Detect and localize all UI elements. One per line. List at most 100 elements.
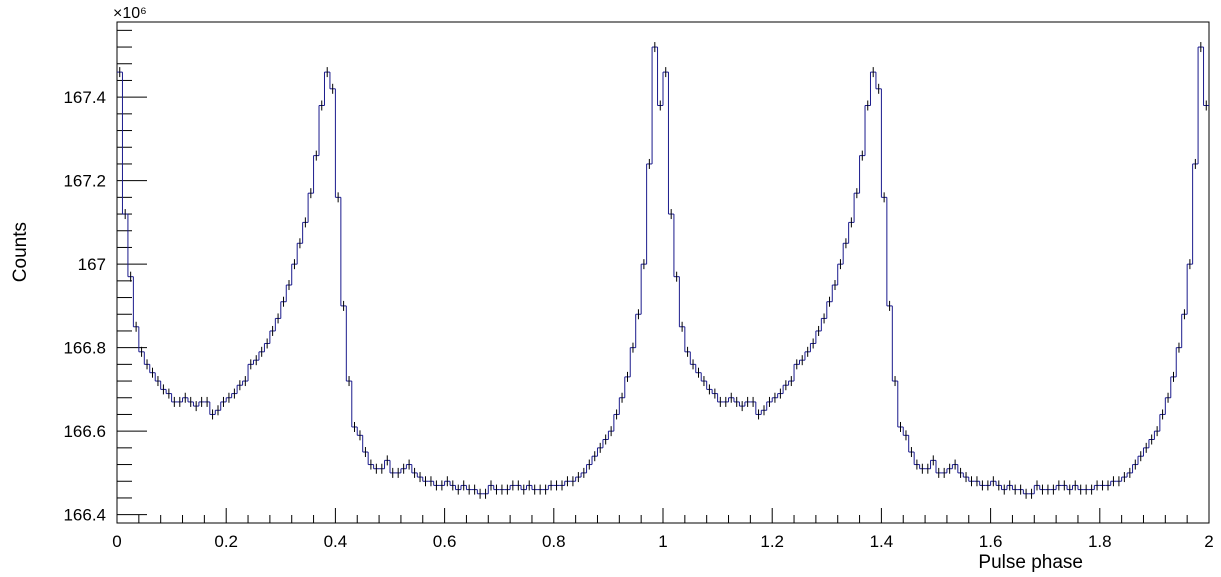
histogram-bin <box>1083 484 1089 495</box>
histogram-bin <box>586 459 593 473</box>
histogram-bin <box>667 72 674 220</box>
histogram-bin <box>231 388 238 399</box>
histogram-bin <box>591 451 598 465</box>
histogram-bin <box>274 313 281 331</box>
histogram-bin <box>285 280 292 302</box>
histogram-bin <box>160 381 167 395</box>
histogram-bin <box>842 238 849 265</box>
histogram-bin <box>744 396 751 407</box>
histogram-bin <box>618 392 625 415</box>
histogram-bin <box>957 464 964 478</box>
x-tick-label: 1.2 <box>760 532 784 551</box>
histogram-bin <box>596 442 603 457</box>
histogram-bin <box>471 484 478 495</box>
histogram-bin <box>662 67 669 106</box>
histogram-bin <box>482 488 489 499</box>
histogram-bin <box>1011 484 1018 495</box>
histogram-bin <box>334 88 341 203</box>
histogram-bin <box>1028 488 1035 499</box>
histogram-bin <box>733 396 740 407</box>
histogram-bins <box>117 42 1209 499</box>
histogram-bin <box>395 467 401 478</box>
y-tick-label: 166.6 <box>63 422 106 441</box>
histogram-bin <box>253 355 259 366</box>
histogram-bin <box>302 217 309 244</box>
histogram-bin <box>1105 480 1111 491</box>
histogram-bin <box>848 217 855 244</box>
histogram-bin <box>580 467 587 478</box>
histogram-bin <box>891 305 898 387</box>
histogram-bin <box>553 480 560 491</box>
histogram-bin <box>236 380 243 394</box>
histogram-bin <box>629 342 636 377</box>
y-tick-label: 167 <box>78 255 106 274</box>
histogram-bin <box>815 325 822 344</box>
histogram-bin <box>640 259 647 315</box>
histogram-bin <box>777 388 784 399</box>
histogram-bin <box>177 396 183 407</box>
histogram-bin <box>263 338 270 352</box>
histogram-bin <box>242 376 249 387</box>
histogram-bin <box>449 480 456 491</box>
histogram-bin <box>1203 47 1209 111</box>
histogram-bin <box>143 351 150 370</box>
x-tick-label: 0.8 <box>542 532 566 551</box>
histogram-bin <box>1033 480 1040 494</box>
histogram-bin <box>422 476 429 487</box>
histogram-bin <box>657 47 663 111</box>
histogram-bin <box>760 405 767 416</box>
histogram-bin <box>875 72 882 94</box>
histogram-bin <box>935 460 942 478</box>
histogram-bin <box>509 480 516 491</box>
histogram-bin <box>602 434 609 448</box>
histogram-bin <box>465 484 472 495</box>
histogram-bin <box>171 393 178 407</box>
histogram-bin <box>575 472 582 483</box>
histogram-bin <box>886 197 893 311</box>
y-tick-label: 166.8 <box>63 339 106 358</box>
histogram-bin <box>132 276 139 332</box>
histogram-bin <box>853 188 860 223</box>
histogram-bin <box>204 396 210 407</box>
histogram-bin <box>198 396 205 407</box>
histogram-bin <box>214 405 221 416</box>
histogram-bin <box>974 476 980 487</box>
histogram-bin <box>700 372 707 387</box>
x-axis-label: Pulse phase <box>978 552 1083 573</box>
histogram-bin <box>411 464 418 478</box>
histogram-bin <box>919 463 926 474</box>
histogram-bin <box>165 388 172 399</box>
x-tick-label: 1 <box>658 532 667 551</box>
histogram-bin <box>1039 484 1046 495</box>
histogram-bin <box>651 42 658 164</box>
histogram-bin <box>673 214 680 282</box>
histogram-bin <box>428 476 434 487</box>
histogram-bin <box>307 188 314 223</box>
histogram-bin <box>1186 259 1193 315</box>
histogram-bin <box>362 435 369 458</box>
histogram-bin <box>820 313 827 331</box>
histogram-bin <box>711 388 718 399</box>
histogram-bin <box>373 463 380 474</box>
histogram-bin <box>455 484 461 495</box>
histogram-bin <box>750 396 756 407</box>
histogram-bin <box>526 480 532 491</box>
histogram-bin <box>1175 342 1182 377</box>
histogram-bin <box>1116 476 1122 487</box>
histogram-bin <box>247 359 254 382</box>
histogram-bin <box>771 392 778 403</box>
histogram-bin <box>962 472 969 483</box>
histogram-bin <box>925 463 931 474</box>
histogram-bin <box>831 280 838 302</box>
histogram-bin <box>913 452 920 470</box>
histogram-bin <box>1099 480 1106 491</box>
histogram-bin <box>1142 442 1149 457</box>
histogram-bin <box>1153 426 1160 440</box>
histogram-bin <box>400 463 407 474</box>
histogram-bin <box>1110 476 1117 487</box>
histogram-bin <box>859 150 866 194</box>
histogram-bin <box>384 455 390 469</box>
histogram-bin <box>329 72 336 94</box>
histogram-bin <box>793 359 800 382</box>
